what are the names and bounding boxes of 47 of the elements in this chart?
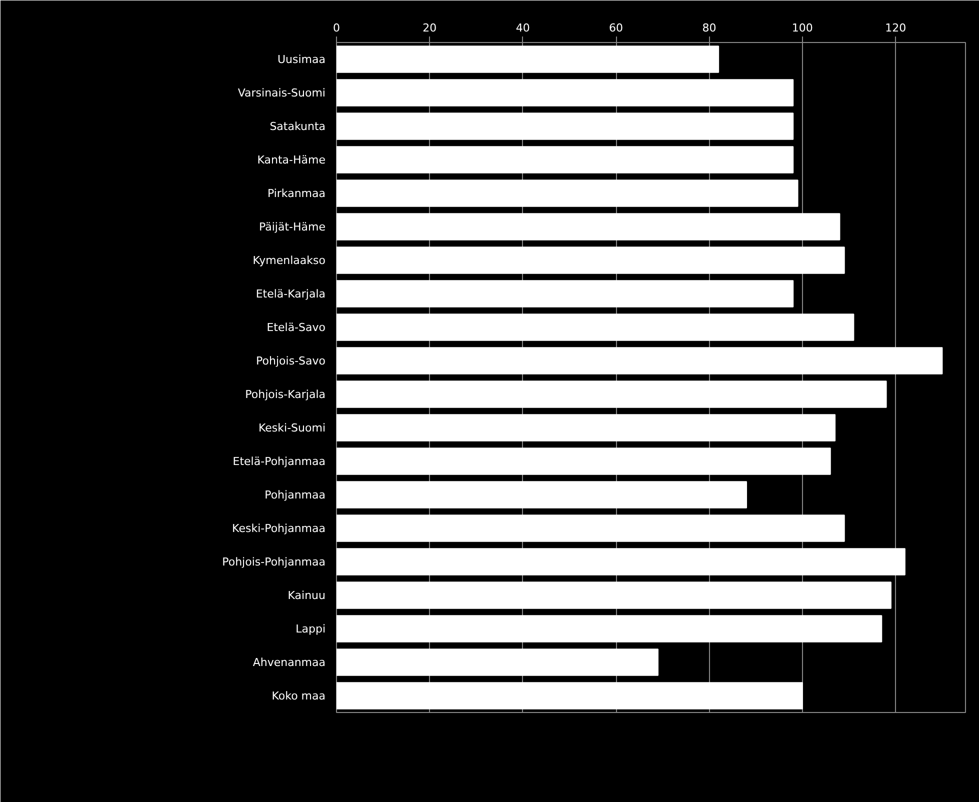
- x-tick-label: 60: [609, 22, 624, 34]
- bar: [336, 414, 836, 442]
- y-tick-label: Pohjois-Pohjanmaa: [222, 555, 326, 568]
- y-tick-label: Kymenlaakso: [252, 254, 326, 267]
- y-tick-label: Pirkanmaa: [267, 186, 326, 200]
- bar: [336, 514, 845, 542]
- bar: [336, 648, 658, 676]
- bar: [336, 380, 887, 408]
- bar: [336, 79, 794, 106]
- y-tick-label: Keski-Pohjanmaa: [232, 522, 326, 535]
- y-tick-label: Keski-Suomi: [258, 421, 326, 434]
- y-tick-label: Etelä-Pohjanmaa: [232, 454, 326, 468]
- y-tick-label: Pohjois-Savo: [256, 354, 326, 368]
- bar: [336, 548, 906, 576]
- y-tick-label: Etelä-Savo: [266, 320, 326, 334]
- y-tick-label: Koko maa: [272, 689, 326, 702]
- y-tick-label: Kainuu: [288, 588, 326, 602]
- y-tick-label: Päijät-Häme: [258, 220, 326, 234]
- y-tick-label: Varsinais-Suomi: [238, 86, 326, 100]
- bar: [336, 146, 794, 174]
- y-tick-label: Kanta-Häme: [257, 153, 326, 166]
- x-tick-label: 20: [422, 22, 437, 34]
- x-tick-label: 0: [333, 22, 340, 34]
- x-tick-label: 80: [702, 22, 716, 34]
- bar: [336, 112, 794, 140]
- x-tick-label: 40: [516, 22, 530, 34]
- y-tick-label: Satakunta: [270, 120, 326, 133]
- bar: [336, 314, 854, 341]
- bar: [336, 246, 845, 274]
- x-tick-label: 100: [792, 22, 813, 34]
- y-tick-label: Etelä-Karjala: [256, 287, 326, 300]
- bar: [336, 448, 831, 475]
- y-tick-label: Pohjois-Karjala: [245, 388, 326, 401]
- bar: [336, 682, 803, 710]
- y-tick-label: Uusimaa: [277, 52, 326, 66]
- bar: [336, 213, 840, 240]
- bar: [336, 615, 882, 642]
- x-tick-label: 120: [885, 22, 906, 34]
- bar: [336, 347, 943, 374]
- bar: [336, 481, 748, 508]
- y-tick-label: Lappi: [296, 622, 326, 636]
- bar: [336, 582, 892, 609]
- bar: [336, 180, 798, 207]
- y-tick-label: Pohjanmaa: [264, 488, 326, 502]
- bar: [336, 46, 720, 73]
- y-tick-label: Ahvenanmaa: [252, 656, 326, 669]
- bar: [336, 280, 794, 308]
